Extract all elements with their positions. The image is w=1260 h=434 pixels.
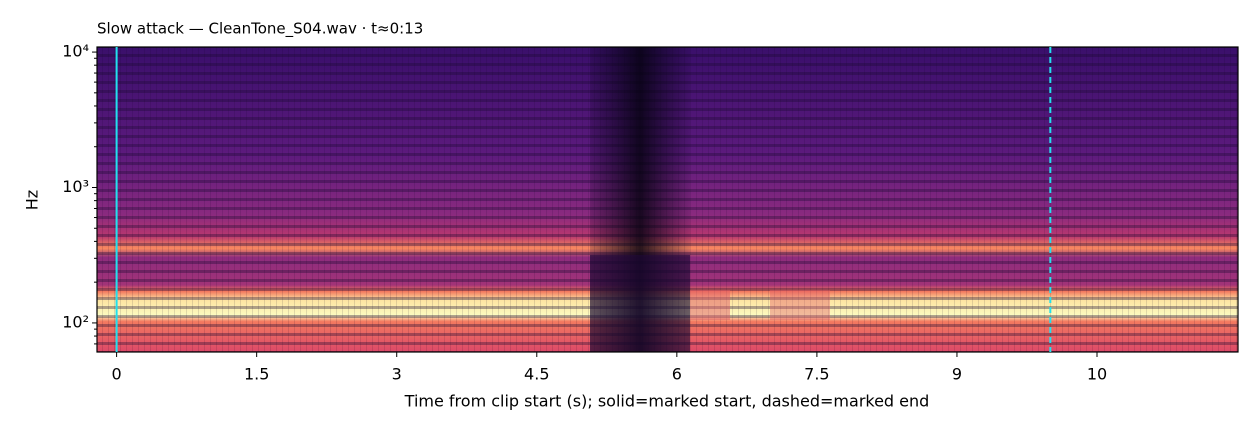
spectrogram-image: [97, 47, 1238, 352]
x-tick-label: 10: [1087, 365, 1107, 384]
x-tick-label: 0: [112, 365, 122, 384]
x-tick-label: 9: [952, 365, 962, 384]
chart-title: Slow attack — CleanTone_S04.wav · t≈0:13: [97, 20, 423, 39]
x-tick-label: 4.5: [524, 365, 549, 384]
x-tick-label: 6: [672, 365, 682, 384]
x-tick-label: 1.5: [244, 365, 269, 384]
plot-frame: [96, 46, 1239, 353]
y-tick-label: 10²: [62, 312, 89, 331]
x-tick-label: 3: [392, 365, 402, 384]
y-axis-label: Hz: [23, 190, 42, 210]
x-axis-label: Time from clip start (s); solid=marked s…: [404, 392, 930, 411]
y-tick-label: 10³: [62, 177, 89, 196]
x-tick-label: 7.5: [804, 365, 829, 384]
y-tick-label: 10⁴: [62, 42, 89, 61]
